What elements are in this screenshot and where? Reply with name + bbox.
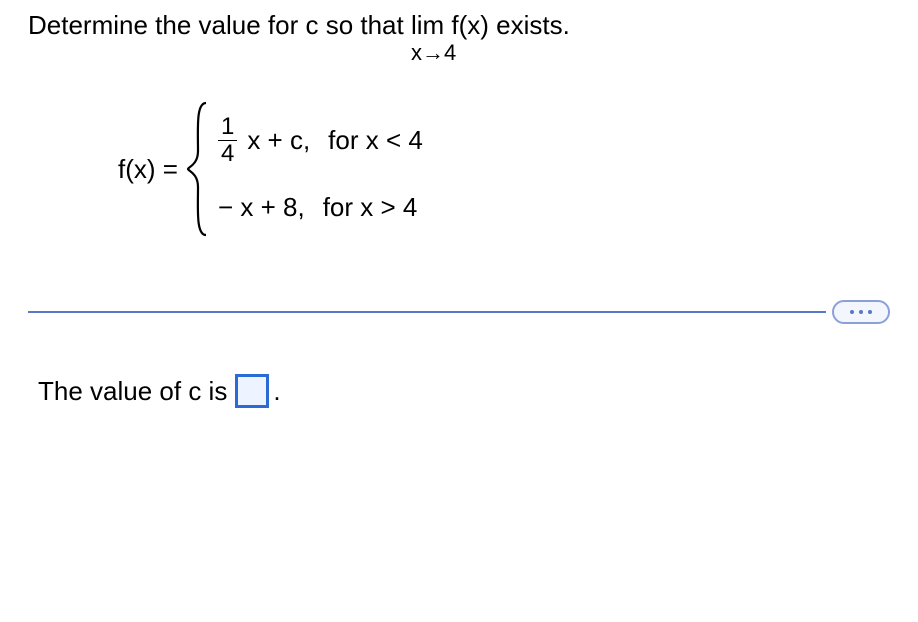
piece2-expr: − x + 8, [218, 192, 305, 223]
problem-prompt: Determine the value for c so that lim x→… [28, 8, 918, 43]
divider-line-icon [28, 311, 826, 313]
frac-num: 1 [218, 115, 237, 140]
function-lhs: f(x) = [118, 154, 178, 185]
piece2-cond: for x > 4 [323, 192, 418, 223]
fraction-one-fourth: 1 4 [218, 115, 237, 167]
piecewise-brace-icon [186, 99, 210, 239]
lim-text: lim [411, 10, 444, 40]
section-divider [28, 300, 890, 324]
answer-input[interactable] [235, 374, 269, 408]
frac-den: 4 [218, 141, 237, 166]
function-definition: f(x) = 1 4 x + c, for x < 4 − x + 8, for… [118, 99, 918, 239]
answer-pre: The value of c is [38, 376, 227, 407]
dot-icon [859, 310, 863, 314]
piece1-expr: x + c, [247, 125, 310, 156]
more-options-button[interactable] [832, 300, 890, 324]
piece-row-2: − x + 8, for x > 4 [218, 192, 423, 223]
piecewise-pieces: 1 4 x + c, for x < 4 − x + 8, for x > 4 [218, 107, 423, 232]
dot-icon [868, 310, 872, 314]
dot-icon [850, 310, 854, 314]
answer-post: . [273, 376, 280, 407]
piece-row-1: 1 4 x + c, for x < 4 [218, 115, 423, 167]
limit-expression: lim x→4 [411, 8, 444, 43]
piece1-cond: for x < 4 [328, 125, 423, 156]
answer-sentence: The value of c is . [38, 374, 281, 408]
prompt-fx: f(x) exists. [451, 10, 569, 40]
prompt-pre: Determine the value for c so that [28, 10, 411, 40]
lim-subscript: x→4 [411, 38, 456, 68]
